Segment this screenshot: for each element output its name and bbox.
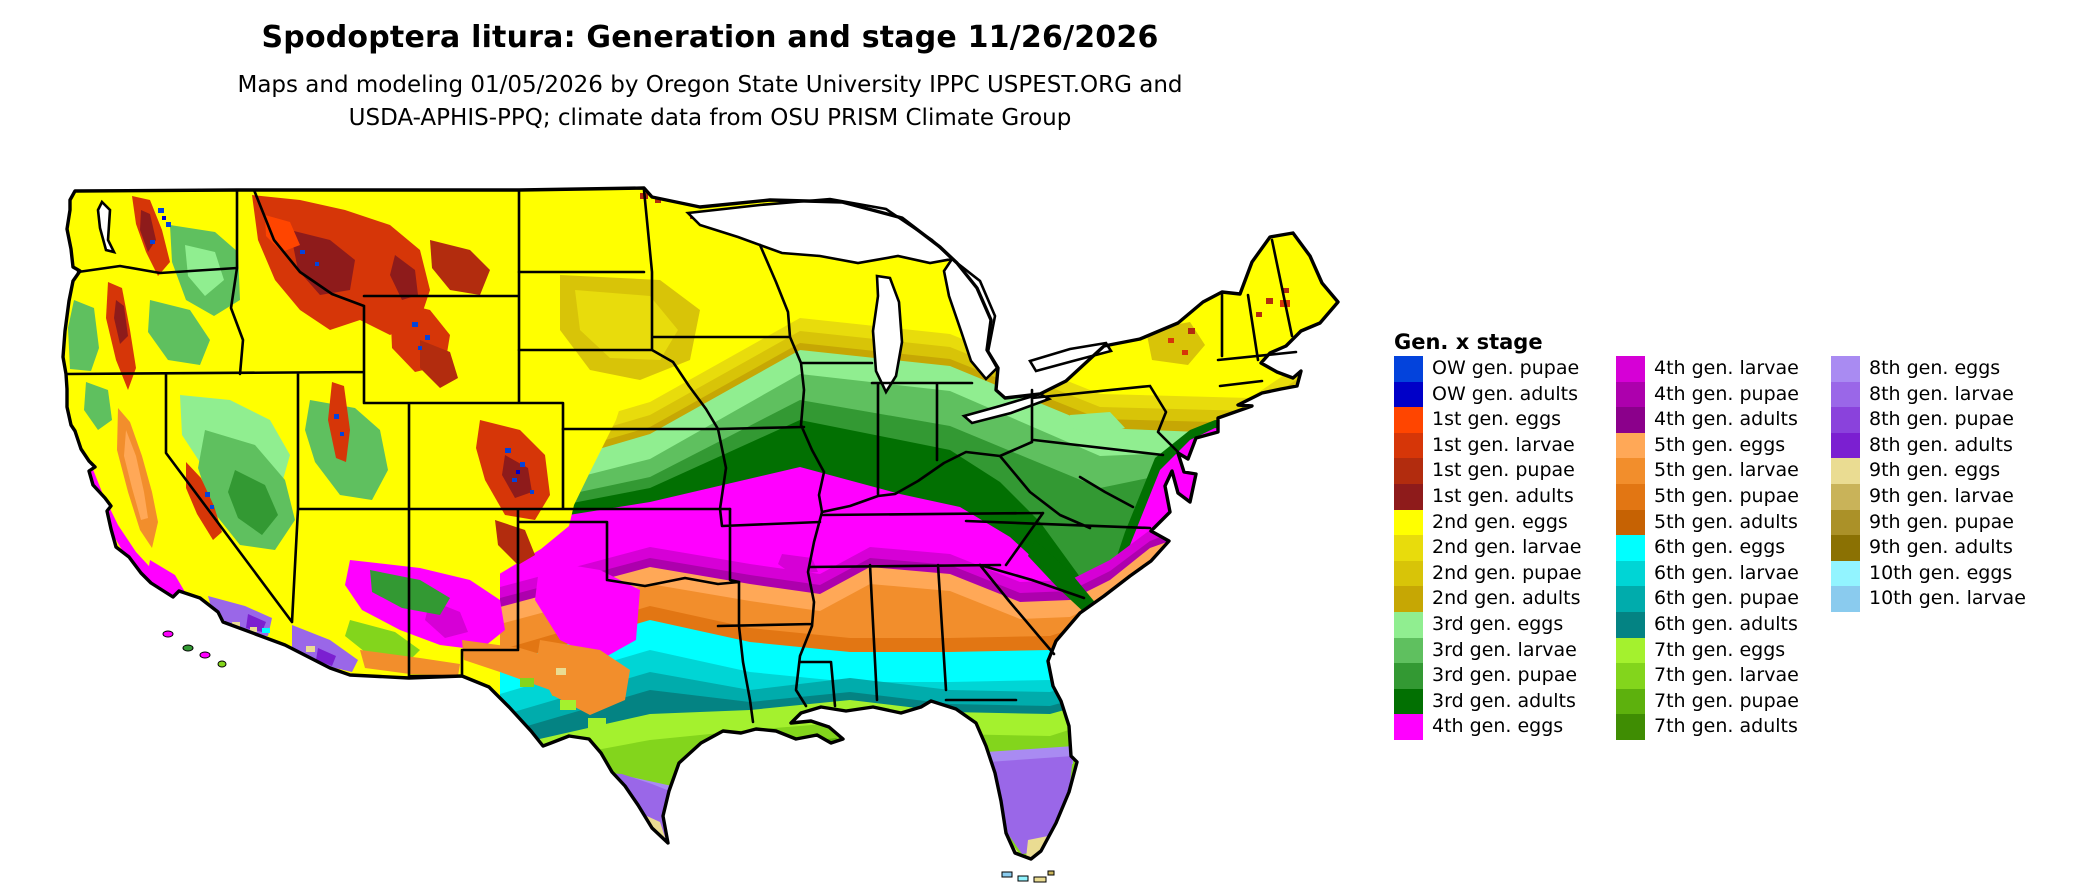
legend-swatch xyxy=(1616,688,1645,715)
legend-swatch xyxy=(1831,484,1860,510)
legend-swatch xyxy=(1394,663,1423,689)
legend-label: 7th gen. adults xyxy=(1654,715,1798,738)
legend-swatch xyxy=(1394,612,1423,638)
map-western-patchwork xyxy=(66,190,1205,728)
legend-label: 7th gen. eggs xyxy=(1654,638,1786,661)
legend-label: 5th gen. pupae xyxy=(1654,485,1799,507)
legend: Gen. x stage OW gen. pupae OW gen. adults… xyxy=(1394,330,2094,770)
legend-swatch xyxy=(1831,535,1860,561)
us-map-svg xyxy=(61,186,1340,883)
legend-label: 8th gen. eggs xyxy=(1869,357,2001,379)
legend-swatch xyxy=(1616,356,1645,382)
page-title: Spodoptera litura: Generation and stage … xyxy=(261,20,1159,55)
legend-swatch xyxy=(1394,586,1423,612)
legend-label: 6th gen. adults xyxy=(1654,613,1798,635)
offshore-islands xyxy=(162,630,1055,883)
legend-swatch xyxy=(1616,663,1645,689)
legend-label: 3rd gen. pupae xyxy=(1432,664,1578,687)
legend-label: 1st gen. eggs xyxy=(1432,408,1562,431)
map-header: Spodoptera litura: Generation and stage … xyxy=(0,0,1420,135)
legend-swatch xyxy=(1831,560,1860,587)
legend-label: 5th gen. larvae xyxy=(1654,459,1799,482)
legend-label: OW gen. pupae xyxy=(1432,357,1580,379)
legend-swatch xyxy=(1394,407,1423,433)
legend-label: 8th gen. pupae xyxy=(1869,408,2014,431)
legend-label: 2nd gen. pupae xyxy=(1432,561,1582,584)
lake-erie xyxy=(961,392,1053,425)
legend-swatch xyxy=(1616,458,1645,484)
legend-swatch xyxy=(1616,407,1645,433)
legend-swatch xyxy=(1831,509,1860,536)
legend-swatch xyxy=(1616,381,1645,408)
legend-label: OW gen. adults xyxy=(1432,382,1579,405)
subtitle-line-1: Maps and modeling 01/05/2026 by Oregon S… xyxy=(237,72,1183,98)
legend-swatch xyxy=(1831,381,1860,408)
legend-swatch xyxy=(1394,509,1423,536)
legend-swatch xyxy=(1616,484,1645,510)
legend-label: 2nd gen. adults xyxy=(1432,587,1581,610)
legend-swatch xyxy=(1616,509,1645,536)
lake-ontario xyxy=(1028,341,1114,373)
legend-label: 4th gen. pupae xyxy=(1654,382,1799,405)
legend-title: Gen. x stage xyxy=(1394,330,1543,354)
legend-swatch xyxy=(1616,432,1645,459)
legend-label: 2nd gen. larvae xyxy=(1432,536,1582,559)
puget-sound xyxy=(96,199,117,254)
legend-label: 6th gen. pupae xyxy=(1654,587,1799,610)
us-generation-stage-map xyxy=(61,186,1340,883)
legend-label: 4th gen. adults xyxy=(1654,408,1798,431)
legend-swatch xyxy=(1394,432,1423,459)
legend-label: 1st gen. larvae xyxy=(1432,433,1575,456)
legend-swatch xyxy=(1831,432,1860,459)
legend-label: 4th gen. larvae xyxy=(1654,357,1799,379)
legend-swatch xyxy=(1616,612,1645,638)
legend-swatch xyxy=(1616,560,1645,587)
legend-label: 10th gen. larvae xyxy=(1869,587,2026,610)
legend-label: 6th gen. eggs xyxy=(1654,536,1786,559)
legend-label: 4th gen. eggs xyxy=(1432,715,1564,738)
legend-swatch xyxy=(1394,381,1423,408)
legend-swatch xyxy=(1831,458,1860,484)
legend-swatch xyxy=(1616,714,1645,740)
subtitle-line-2: USDA-APHIS-PPQ; climate data from OSU PR… xyxy=(348,105,1072,131)
legend-label: 9th gen. adults xyxy=(1869,536,2013,559)
legend-swatch xyxy=(1394,458,1423,484)
legend-swatch xyxy=(1394,560,1423,587)
legend-swatch xyxy=(1616,586,1645,612)
legend-swatch xyxy=(1394,688,1423,715)
legend-label: 9th gen. larvae xyxy=(1869,485,2014,507)
legend-label: 7th gen. larvae xyxy=(1654,664,1799,687)
legend-swatch xyxy=(1394,637,1423,664)
legend-swatch xyxy=(1394,356,1423,382)
legend-swatch xyxy=(1831,356,1860,382)
legend-swatch xyxy=(1831,407,1860,433)
legend-label: 2nd gen. eggs xyxy=(1432,510,1568,533)
legend-label: 6th gen. larvae xyxy=(1654,561,1799,584)
legend-label: 1st gen. pupae xyxy=(1432,459,1575,482)
legend-label: 7th gen. pupae xyxy=(1654,689,1799,712)
legend-label: 9th gen. eggs xyxy=(1869,459,2001,482)
lake-huron xyxy=(942,257,999,381)
legend-swatch xyxy=(1616,535,1645,561)
legend-swatch xyxy=(1394,484,1423,510)
legend-label: 3rd gen. eggs xyxy=(1432,613,1564,635)
us-outline xyxy=(61,186,1340,861)
legend-swatch xyxy=(1831,586,1860,612)
legend-label: 8th gen. larvae xyxy=(1869,382,2014,405)
page-subtitle: Maps and modeling 01/05/2026 by Oregon S… xyxy=(0,55,1420,135)
state-borders xyxy=(64,188,1298,724)
legend-swatch xyxy=(1616,637,1645,664)
legend-label: 5th gen. eggs xyxy=(1654,433,1786,456)
legend-label: 5th gen. adults xyxy=(1654,510,1798,533)
legend-swatch xyxy=(1394,535,1423,561)
legend-label: 1st gen. adults xyxy=(1432,485,1574,507)
legend-label: 3rd gen. adults xyxy=(1432,689,1576,712)
legend-label: 8th gen. adults xyxy=(1869,433,2013,456)
legend-label: 9th gen. pupae xyxy=(1869,510,2014,533)
legend-swatch xyxy=(1394,714,1423,740)
legend-label: 3rd gen. larvae xyxy=(1432,638,1577,661)
legend-label: 10th gen. eggs xyxy=(1869,561,2013,584)
